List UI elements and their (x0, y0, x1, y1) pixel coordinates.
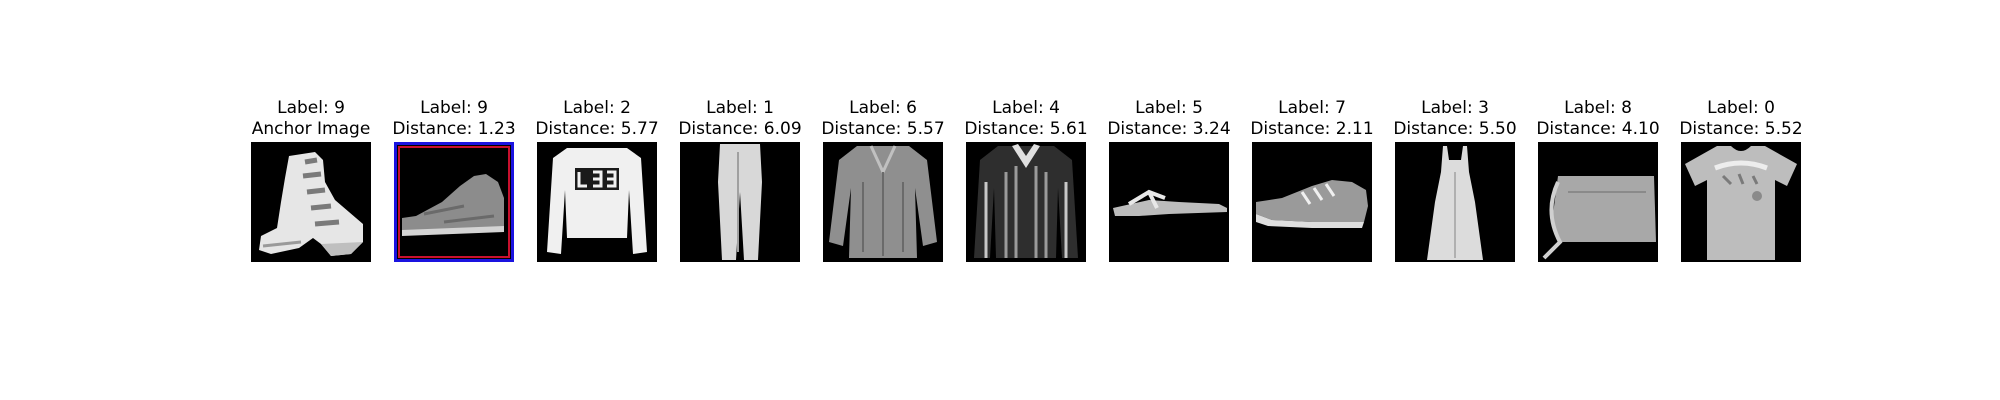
panel-subtitle: Distance: 2.11 (1250, 119, 1374, 139)
panel-label: Label: 8 (1564, 98, 1632, 118)
tshirt-image (1681, 142, 1801, 262)
panel-label: Label: 1 (706, 98, 774, 118)
panel-subtitle: Distance: 5.50 (1393, 119, 1517, 139)
pullover-image (537, 142, 657, 262)
bag-image (1538, 142, 1658, 262)
sneaker-image (1252, 142, 1372, 262)
panel-label: Label: 9 (277, 98, 345, 118)
panel-subtitle: Distance: 5.77 (535, 119, 659, 139)
panel-label: Label: 6 (849, 98, 917, 118)
panel-subtitle: Distance: 6.09 (678, 119, 802, 139)
panel-subtitle: Distance: 3.24 (1107, 119, 1231, 139)
ankle-boot-image (251, 142, 371, 262)
trouser-image (680, 142, 800, 262)
shirt-image (823, 142, 943, 262)
panel-subtitle: Anchor Image (251, 119, 371, 139)
panel-label: Label: 3 (1421, 98, 1489, 118)
panel-subtitle: Distance: 4.10 (1536, 119, 1660, 139)
coat-image (966, 142, 1086, 262)
panel-label: Label: 9 (420, 98, 488, 118)
panel-subtitle: Distance: 1.23 (392, 119, 516, 139)
ankle-boot-image (394, 142, 514, 262)
panel-subtitle: Distance: 5.52 (1679, 119, 1803, 139)
panel-label: Label: 5 (1135, 98, 1203, 118)
dress-image (1395, 142, 1515, 262)
panel-label: Label: 2 (563, 98, 631, 118)
panel-label: Label: 0 (1707, 98, 1775, 118)
sandal-image (1109, 142, 1229, 262)
panel-label: Label: 7 (1278, 98, 1346, 118)
panel-subtitle: Distance: 5.61 (964, 119, 1088, 139)
panel-label: Label: 4 (992, 98, 1060, 118)
panel-subtitle: Distance: 5.57 (821, 119, 945, 139)
